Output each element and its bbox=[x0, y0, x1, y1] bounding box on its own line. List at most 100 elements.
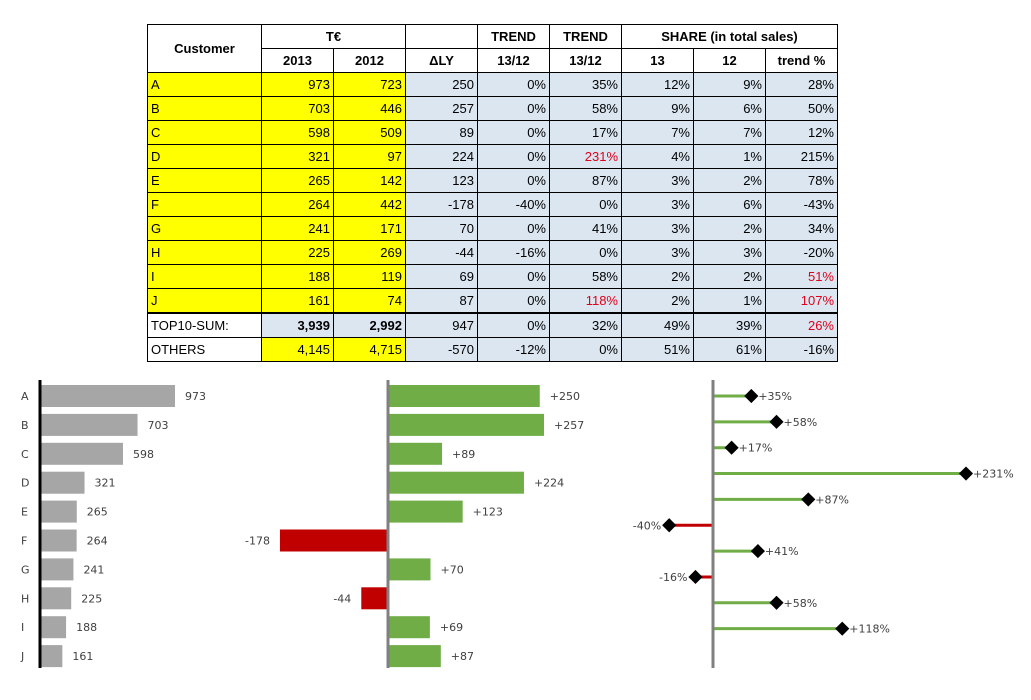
header-2013: 2013 bbox=[261, 48, 334, 73]
cell-t2: 35% bbox=[549, 72, 622, 97]
delta-bar bbox=[388, 645, 441, 668]
delta-bar-label: -44 bbox=[333, 592, 351, 605]
cell-t1: 0% bbox=[477, 72, 550, 97]
cell-st: -20% bbox=[765, 240, 838, 265]
cell-name: I bbox=[147, 264, 262, 289]
cell-s13: 3% bbox=[621, 216, 694, 241]
cell-t2: 87% bbox=[549, 168, 622, 193]
category-label: J bbox=[20, 650, 24, 663]
cell-name: OTHERS bbox=[147, 337, 262, 362]
cell-v2013: 264 bbox=[261, 192, 334, 217]
cell-s13: 2% bbox=[621, 264, 694, 289]
cell-t2: 0% bbox=[549, 240, 622, 265]
category-label: A bbox=[21, 390, 29, 403]
cell-s13: 51% bbox=[621, 337, 694, 362]
sales-bar bbox=[40, 558, 74, 581]
cell-dly: 250 bbox=[405, 72, 478, 97]
cell-v2013: 161 bbox=[261, 288, 334, 314]
header-customer: Customer bbox=[147, 24, 262, 73]
cell-st: 107% bbox=[765, 288, 838, 314]
cell-name: E bbox=[147, 168, 262, 193]
sales-bar-label: 265 bbox=[87, 506, 108, 519]
cell-name: D bbox=[147, 144, 262, 169]
delta-bar bbox=[388, 442, 443, 465]
cell-v2012: 269 bbox=[333, 240, 406, 265]
cell-s13: 12% bbox=[621, 72, 694, 97]
cell-st: 50% bbox=[765, 96, 838, 121]
cell-v2012: 723 bbox=[333, 72, 406, 97]
table-row-sum: TOP10-SUM: 3,939 2,992 947 0% 32% 49% 39% 26% bbox=[147, 312, 838, 338]
cell-dly: -178 bbox=[405, 192, 478, 217]
table-row: D 321 97 224 0% 231% 4% 1% 215% bbox=[147, 144, 838, 169]
cell-dly: 89 bbox=[405, 120, 478, 145]
cell-t2: 0% bbox=[549, 337, 622, 362]
header-blank bbox=[405, 24, 478, 49]
cell-s13: 3% bbox=[621, 192, 694, 217]
cell-t2: 118% bbox=[549, 288, 622, 314]
cell-name: F bbox=[147, 192, 262, 217]
sales-table: Customer T€ TREND TREND SHARE (in total … bbox=[147, 24, 838, 362]
cell-v2012: 2,992 bbox=[333, 312, 406, 338]
trend-label: +17% bbox=[739, 442, 773, 455]
cell-v2012: 119 bbox=[333, 264, 406, 289]
cell-t1: -40% bbox=[477, 192, 550, 217]
cell-t1: 0% bbox=[477, 96, 550, 121]
header-trend1: TREND bbox=[477, 24, 550, 49]
category-label: D bbox=[21, 477, 29, 490]
delta-bar-label: +69 bbox=[440, 621, 463, 634]
cell-v2012: 4,715 bbox=[333, 337, 406, 362]
sales-bar bbox=[40, 587, 72, 610]
cell-s13: 3% bbox=[621, 168, 694, 193]
cell-v2013: 703 bbox=[261, 96, 334, 121]
cell-v2013: 188 bbox=[261, 264, 334, 289]
cell-v2012: 442 bbox=[333, 192, 406, 217]
trend-marker bbox=[688, 569, 703, 585]
trend-label: -16% bbox=[659, 571, 687, 584]
table-row: C 598 509 89 0% 17% 7% 7% 12% bbox=[147, 120, 838, 145]
sales-bar-label: 703 bbox=[148, 419, 169, 432]
delta-bar-label: -178 bbox=[245, 535, 270, 548]
cell-t2: 0% bbox=[549, 192, 622, 217]
table-row: B 703 446 257 0% 58% 9% 6% 50% bbox=[147, 96, 838, 121]
trend-label: +231% bbox=[973, 468, 1014, 481]
delta-bar bbox=[388, 616, 430, 639]
cell-v2012: 74 bbox=[333, 288, 406, 314]
trend-label: +41% bbox=[765, 545, 799, 558]
cell-v2013: 265 bbox=[261, 168, 334, 193]
cell-st: 12% bbox=[765, 120, 838, 145]
cell-s13: 3% bbox=[621, 240, 694, 265]
delta-bar bbox=[388, 385, 540, 407]
category-label: B bbox=[21, 419, 29, 432]
table-row: H 225 269 -44 -16% 0% 3% 3% -20% bbox=[147, 240, 838, 265]
table-row: I 188 119 69 0% 58% 2% 2% 51% bbox=[147, 264, 838, 289]
cell-dly: 87 bbox=[405, 288, 478, 314]
cell-name: A bbox=[147, 72, 262, 97]
delta-bar-label: +70 bbox=[440, 563, 463, 576]
table-row: G 241 171 70 0% 41% 3% 2% 34% bbox=[147, 216, 838, 241]
cell-s12: 61% bbox=[693, 337, 766, 362]
trend-label: -40% bbox=[633, 519, 661, 532]
sales-bar bbox=[40, 413, 138, 436]
cell-v2013: 3,939 bbox=[261, 312, 334, 338]
sales-bar-label: 264 bbox=[87, 535, 108, 548]
header-share13: 13 bbox=[621, 48, 694, 73]
cell-t1: 0% bbox=[477, 312, 550, 338]
cell-dly: 70 bbox=[405, 216, 478, 241]
cell-st: 51% bbox=[765, 264, 838, 289]
cell-st: 78% bbox=[765, 168, 838, 193]
trend-marker bbox=[769, 595, 784, 610]
cell-v2013: 973 bbox=[261, 72, 334, 97]
cell-t1: 0% bbox=[477, 168, 550, 193]
delta-bar bbox=[388, 558, 431, 581]
cell-dly: 123 bbox=[405, 168, 478, 193]
delta-bar-label: +224 bbox=[534, 477, 564, 490]
header-trend2: TREND bbox=[549, 24, 622, 49]
cell-s12: 2% bbox=[693, 216, 766, 241]
trend-marker bbox=[724, 440, 739, 455]
delta-bar bbox=[388, 413, 544, 436]
header-te: T€ bbox=[261, 24, 406, 49]
cell-s12: 2% bbox=[693, 168, 766, 193]
cell-st: 34% bbox=[765, 216, 838, 241]
cell-v2012: 142 bbox=[333, 168, 406, 193]
cell-t2: 58% bbox=[549, 264, 622, 289]
